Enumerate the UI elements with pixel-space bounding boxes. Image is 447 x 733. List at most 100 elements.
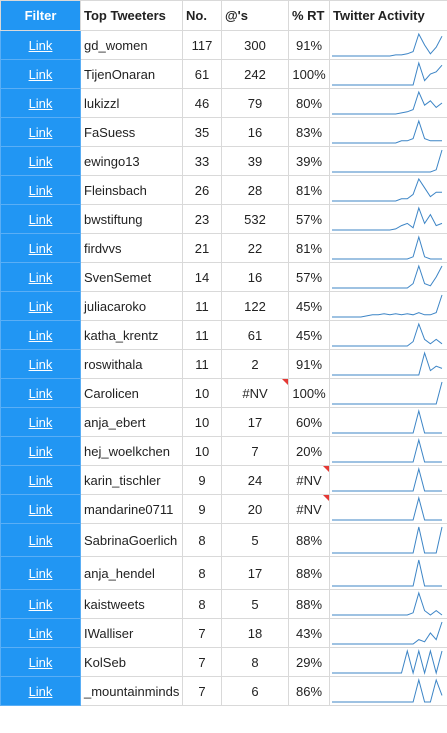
sparkline-series xyxy=(332,149,443,173)
activity-sparkline xyxy=(332,649,443,675)
comment-indicator-icon[interactable] xyxy=(282,379,288,385)
mentions-count: 532 xyxy=(221,204,289,234)
mentions-value: #NV xyxy=(242,385,268,401)
filter-link[interactable]: Link xyxy=(28,356,53,372)
activity-sparkline-cell xyxy=(329,676,447,706)
filter-link[interactable]: Link xyxy=(28,240,53,256)
retweet-percent-value: #NV xyxy=(296,472,322,488)
activity-sparkline-cell xyxy=(329,407,447,437)
mentions-value: 20 xyxy=(247,501,263,517)
filter-link[interactable]: Link xyxy=(28,66,53,82)
filter-link[interactable]: Link xyxy=(28,182,53,198)
tweeter-name: juliacaroko xyxy=(80,291,183,321)
retweet-percent: 57% xyxy=(288,262,330,292)
retweet-percent-value: 88% xyxy=(295,565,323,581)
retweet-percent-value: 100% xyxy=(292,66,326,82)
mentions-value: 7 xyxy=(251,443,259,459)
filter-link[interactable]: Link xyxy=(28,532,53,548)
filter-header[interactable]: Filter xyxy=(0,0,81,31)
filter-link[interactable]: Link xyxy=(28,654,53,670)
retweet-percent-value: 81% xyxy=(295,240,323,256)
table-row: Link _mountainminds 7 6 86% xyxy=(0,676,447,706)
retweet-percent: #NV xyxy=(288,465,330,495)
mentions-value: 242 xyxy=(244,66,266,82)
mentions-value: 16 xyxy=(247,269,263,285)
filter-link-cell: Link xyxy=(0,291,81,321)
filter-link[interactable]: Link xyxy=(28,472,53,488)
mentions-count: 5 xyxy=(221,523,289,557)
retweet-percent: 100% xyxy=(288,378,330,408)
tweet-count: 11 xyxy=(182,291,222,321)
table-row: Link firdvvs 21 22 81% xyxy=(0,233,447,263)
activity-sparkline xyxy=(332,496,442,521)
sparkline-series xyxy=(332,678,443,703)
activity-sparkline-cell xyxy=(329,59,447,89)
activity-sparkline-cell xyxy=(329,117,447,147)
retweet-percent-value: 81% xyxy=(295,182,323,198)
table-body: Link gd_women 117 300 91% Link TijenOnaran 61 24… xyxy=(0,30,447,706)
filter-link[interactable]: Link xyxy=(28,414,53,430)
tweeter-name: bwstiftung xyxy=(80,204,183,234)
filter-link[interactable]: Link xyxy=(28,124,53,140)
retweet-percent: 43% xyxy=(288,618,330,648)
mentions-count: 5 xyxy=(221,589,289,619)
retweet-percent: 45% xyxy=(288,320,330,350)
filter-link[interactable]: Link xyxy=(28,95,53,111)
tweeter-name: KolSeb xyxy=(80,647,183,677)
filter-link-cell: Link xyxy=(0,30,81,60)
retweet-pct-header: % RT xyxy=(288,0,330,31)
activity-sparkline-cell xyxy=(329,556,447,590)
activity-sparkline xyxy=(332,90,443,115)
table-row: Link kaistweets 8 5 88% xyxy=(0,589,447,619)
tweet-count: 33 xyxy=(182,146,222,176)
mentions-value: 5 xyxy=(251,532,259,548)
filter-link[interactable]: Link xyxy=(28,596,53,612)
mentions-value: 17 xyxy=(247,414,263,430)
tweeter-name: IWalliser xyxy=(80,618,183,648)
comment-indicator-icon[interactable] xyxy=(323,495,329,501)
filter-link-cell: Link xyxy=(0,88,81,118)
filter-link[interactable]: Link xyxy=(28,327,53,343)
mentions-count: 242 xyxy=(221,59,289,89)
sparkline-series xyxy=(332,61,443,86)
filter-link-cell: Link xyxy=(0,523,81,557)
retweet-percent-value: 100% xyxy=(292,385,326,401)
comment-indicator-icon[interactable] xyxy=(323,466,329,472)
filter-link[interactable]: Link xyxy=(28,211,53,227)
filter-link-cell: Link xyxy=(0,262,81,292)
mentions-count: 24 xyxy=(221,465,289,495)
filter-link[interactable]: Link xyxy=(28,298,53,314)
activity-sparkline-cell xyxy=(329,589,447,619)
retweet-percent-value: 91% xyxy=(295,37,323,53)
mentions-count: 6 xyxy=(221,676,289,706)
filter-link-cell: Link xyxy=(0,556,81,590)
mentions-count: 300 xyxy=(221,30,289,60)
activity-sparkline-cell xyxy=(329,30,447,60)
table-row: Link lukizzl 46 79 80% xyxy=(0,88,447,118)
filter-link[interactable]: Link xyxy=(28,501,53,517)
filter-link[interactable]: Link xyxy=(28,385,53,401)
tweet-count: 8 xyxy=(182,523,222,557)
filter-link[interactable]: Link xyxy=(28,625,53,641)
tweet-count: 26 xyxy=(182,175,222,205)
filter-link-cell: Link xyxy=(0,436,81,466)
sparkline-series xyxy=(332,409,442,434)
retweet-percent: 39% xyxy=(288,146,330,176)
filter-link[interactable]: Link xyxy=(28,269,53,285)
filter-link-cell: Link xyxy=(0,647,81,677)
tweeter-name: FaSuess xyxy=(80,117,183,147)
mentions-value: 6 xyxy=(251,683,259,699)
tweeter-name: Carolicen xyxy=(80,378,183,408)
filter-link[interactable]: Link xyxy=(28,153,53,169)
retweet-percent-value: 88% xyxy=(295,532,323,548)
filter-link[interactable]: Link xyxy=(28,683,53,699)
filter-link[interactable]: Link xyxy=(28,37,53,53)
filter-link-cell: Link xyxy=(0,204,81,234)
activity-sparkline-cell xyxy=(329,436,447,466)
activity-sparkline xyxy=(332,591,443,616)
filter-link[interactable]: Link xyxy=(28,443,53,459)
sparkline-series xyxy=(332,206,443,231)
retweet-percent: 91% xyxy=(288,30,330,60)
mentions-count: #NV xyxy=(221,378,289,408)
filter-link[interactable]: Link xyxy=(28,565,53,581)
